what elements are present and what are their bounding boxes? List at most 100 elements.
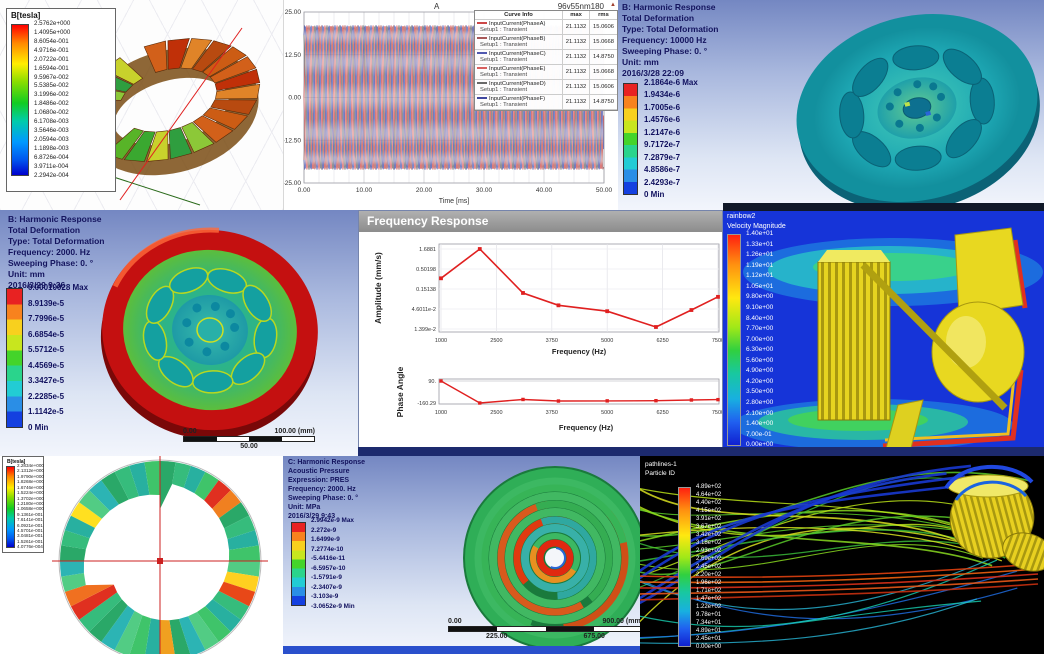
colorbar-labels: 2.5762e+000 1.4095e+000 8.6054e-001 4.9716e… xyxy=(34,20,70,179)
header-line: Frequency: 2000. Hz xyxy=(288,485,356,493)
curve-setup: Setup1 : Transient xyxy=(480,87,528,93)
colorbar-label: 6.1708e-003 xyxy=(34,118,69,126)
colorbar-label: 1.8486e-002 xyxy=(34,100,69,108)
svg-text:Amplitude (mm/s): Amplitude (mm/s) xyxy=(373,252,383,324)
svg-text:-160.29: -160.29 xyxy=(417,401,436,407)
colorbar-label: 3.50e+00 xyxy=(746,388,774,396)
colorbar-label: 1.6746e+000 xyxy=(17,484,44,490)
colorbar-label: 7.2879e-7 xyxy=(644,152,681,162)
result-colorbar xyxy=(6,288,23,428)
colorbar-label: 4.8586e-7 xyxy=(644,165,681,175)
colorbar-label: 9.78e+01 xyxy=(696,612,722,618)
cfd-legend-quantity: Velocity Magnitude xyxy=(727,222,786,230)
legend-row: InputCurrent(PhaseC) Setup1 : Transient … xyxy=(475,50,617,65)
panel-acoustic-pressure: C: Harmonic Response Acoustic Pressure Exp… xyxy=(283,456,640,654)
header-line: Frequency: 10000 Hz xyxy=(622,35,707,46)
colorbar-label: 7.70e+00 xyxy=(746,325,774,333)
legend-header-curve: Curve Info xyxy=(475,11,563,19)
colorbar-label: 2.2942e-004 xyxy=(34,171,69,179)
colorbar-label: 9.5967e-002 xyxy=(34,73,69,81)
colorbar-label: 2.0594e-003 xyxy=(34,135,69,143)
colorbar-label: 1.6499e-9 xyxy=(311,536,340,543)
colorbar-label: -3.0652e-9 Min xyxy=(311,602,355,610)
svg-text:30.00: 30.00 xyxy=(476,187,493,194)
colorbar-label: 4.64e+02 xyxy=(696,492,722,498)
colorbar-label: 5.5385e-002 xyxy=(34,82,69,90)
cfd-colorbar-labels: 1.40e+01 1.33e+01 1.26e+01 1.19e+01 1.12e+01… xyxy=(746,230,774,449)
colorbar-label: 1.26e+01 xyxy=(746,251,774,259)
curve-rms: 15.0668 xyxy=(593,69,614,75)
colorbar-label: 3.42e+02 xyxy=(696,532,722,538)
colorbar-label: 2.2834e+000 xyxy=(17,463,44,468)
ruler-end: 900.00 (mm) xyxy=(602,618,640,625)
colorbar-label: -3.103e-9 xyxy=(311,593,339,600)
header-line: Frequency: 2000. Hz xyxy=(8,247,91,258)
colorbar-label: 9.1361e-001 xyxy=(17,511,43,517)
colorbar-label: 2.20e+02 xyxy=(696,572,722,578)
panel-harmonic-10000hz: B: Harmonic Response Total Deformation Typ… xyxy=(618,0,1044,210)
curve-max: 21.1132 xyxy=(563,20,590,34)
svg-text:Time [ms]: Time [ms] xyxy=(439,198,470,205)
curve-name: InputCurrent(PhaseC) xyxy=(489,51,546,57)
svg-text:2500: 2500 xyxy=(490,410,502,416)
colorbar-label: 1.5224e+000 xyxy=(17,490,44,496)
colorbar-label: 1.22e+02 xyxy=(696,604,722,610)
colorbar-label: 4.0776e-004 xyxy=(17,544,43,550)
chart-corner-label: A xyxy=(434,2,440,11)
window-border-strip-bottom xyxy=(358,447,1044,456)
chart-maximize-icon[interactable]: ▲ xyxy=(610,2,616,8)
curve-setup: Setup1 : Transient xyxy=(480,27,528,33)
panel-maxwell-coil: B[tesla] 2.5762e+000 1.4095e+000 8.6054e-0… xyxy=(0,0,283,210)
colorbar-label: 6.6854e-5 xyxy=(28,329,65,339)
colorbar-label: 2.45e+02 xyxy=(696,564,722,570)
streamlines-graphic xyxy=(640,464,1044,645)
curve-info-legend: Curve Info max rms InputCurrent(PhaseA) … xyxy=(474,10,618,111)
svg-text:10.00: 10.00 xyxy=(356,187,373,194)
window-titlebar[interactable]: Frequency Response xyxy=(359,211,722,232)
cfd-legend-title: rainbow2 Velocity Magnitude xyxy=(727,212,786,232)
colorbar-label: -1.5791e-9 xyxy=(311,574,342,581)
svg-text:0.00: 0.00 xyxy=(298,187,311,194)
colorbar-label: 4.9716e-001 xyxy=(34,46,69,54)
result-colorbar-labels: 0.00010028 Max 8.9139e-5 7.7996e-5 6.6854e-… xyxy=(28,284,88,432)
colorbar-label: 3.9711e-004 xyxy=(34,162,69,170)
svg-text:4.6011e-2: 4.6011e-2 xyxy=(412,307,436,313)
curve-color-swatch xyxy=(477,82,487,85)
result-colorbar xyxy=(291,522,306,606)
svg-text:6250: 6250 xyxy=(656,338,668,344)
curve-max: 21.1132 xyxy=(563,80,590,94)
legend-rows: InputCurrent(PhaseA) Setup1 : Transient … xyxy=(475,20,617,110)
colorbar-label: 3.3427e-5 xyxy=(28,376,65,386)
colorbar-label: 3.67e+02 xyxy=(696,524,722,530)
legend-header-rms: rms xyxy=(598,12,609,18)
colorbar-label: 2.0722e-001 xyxy=(34,55,69,63)
colorbar-label: 9.10e+00 xyxy=(746,303,774,311)
svg-text:40.00: 40.00 xyxy=(536,187,553,194)
result-colorbar xyxy=(623,83,638,195)
svg-text:5000: 5000 xyxy=(601,338,613,344)
legend-row: InputCurrent(PhaseE) Setup1 : Transient … xyxy=(475,65,617,80)
colorbar-label: 4.4569e-5 xyxy=(28,360,65,370)
curve-color-swatch xyxy=(477,37,487,40)
curve-color-swatch xyxy=(477,52,487,55)
result-header: B: Harmonic Response Total Deformation Typ… xyxy=(8,214,105,291)
pathlines-colorbar-labels: 4.89e+02 4.64e+02 4.40e+02 4.15e+02 3.91e+02… xyxy=(696,484,721,650)
colorbar-label: 4.90e+00 xyxy=(746,367,774,375)
svg-text:0.50198: 0.50198 xyxy=(416,267,436,273)
svg-text:1.399e-2: 1.399e-2 xyxy=(414,327,436,333)
svg-text:90.: 90. xyxy=(428,379,436,385)
legend-row: InputCurrent(PhaseB) Setup1 : Transient … xyxy=(475,35,617,50)
curve-max: 21.1132 xyxy=(563,65,590,79)
curve-setup: Setup1 : Transient xyxy=(480,57,528,63)
scale-ruler: 0.00 900.00 (mm) 225.00 675.00 xyxy=(448,618,640,640)
deformed-wheel-graphic xyxy=(796,13,1040,210)
scale-ruler: 0.00 100.00 (mm) 50.00 xyxy=(183,428,315,450)
svg-text:Phase Angle: Phase Angle xyxy=(395,366,405,417)
header-line: 2016/3/28 22:09 xyxy=(622,68,684,79)
acoustic-disc-graphic xyxy=(463,466,640,650)
svg-text:Frequency (Hz): Frequency (Hz) xyxy=(552,347,607,356)
curve-color-swatch xyxy=(477,67,487,70)
colorbar-label: 5.60e+00 xyxy=(746,356,774,364)
colorbar-label: 1.9434e-6 xyxy=(644,90,681,100)
svg-text:12.50: 12.50 xyxy=(285,52,302,59)
